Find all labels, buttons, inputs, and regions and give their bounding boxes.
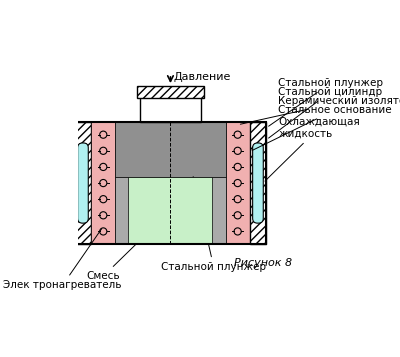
Bar xyxy=(250,122,266,244)
Bar xyxy=(115,177,226,244)
Bar xyxy=(140,89,201,122)
Bar xyxy=(75,122,91,244)
Text: Охлаждающая
жидкость: Охлаждающая жидкость xyxy=(265,117,360,181)
FancyBboxPatch shape xyxy=(253,143,263,223)
Bar xyxy=(115,122,226,177)
Text: Керамический изолятор: Керамический изолятор xyxy=(240,96,400,124)
Text: Стальное основание: Стальное основание xyxy=(252,105,392,151)
Text: Стальной цилиндр: Стальной цилиндр xyxy=(268,87,382,138)
Bar xyxy=(226,122,250,244)
FancyBboxPatch shape xyxy=(78,143,88,223)
Bar xyxy=(128,177,212,244)
Text: Рисунок 8: Рисунок 8 xyxy=(234,258,292,268)
Bar xyxy=(91,122,115,244)
Text: Давление: Давление xyxy=(174,72,231,82)
Text: Стальной плунжер: Стальной плунжер xyxy=(269,78,383,126)
Text: Элек тронагреватель: Элек тронагреватель xyxy=(4,228,122,290)
Bar xyxy=(75,122,266,244)
Text: Смесь: Смесь xyxy=(86,212,168,281)
Text: Стальной плунжер: Стальной плунжер xyxy=(161,177,266,272)
Bar xyxy=(137,86,204,98)
